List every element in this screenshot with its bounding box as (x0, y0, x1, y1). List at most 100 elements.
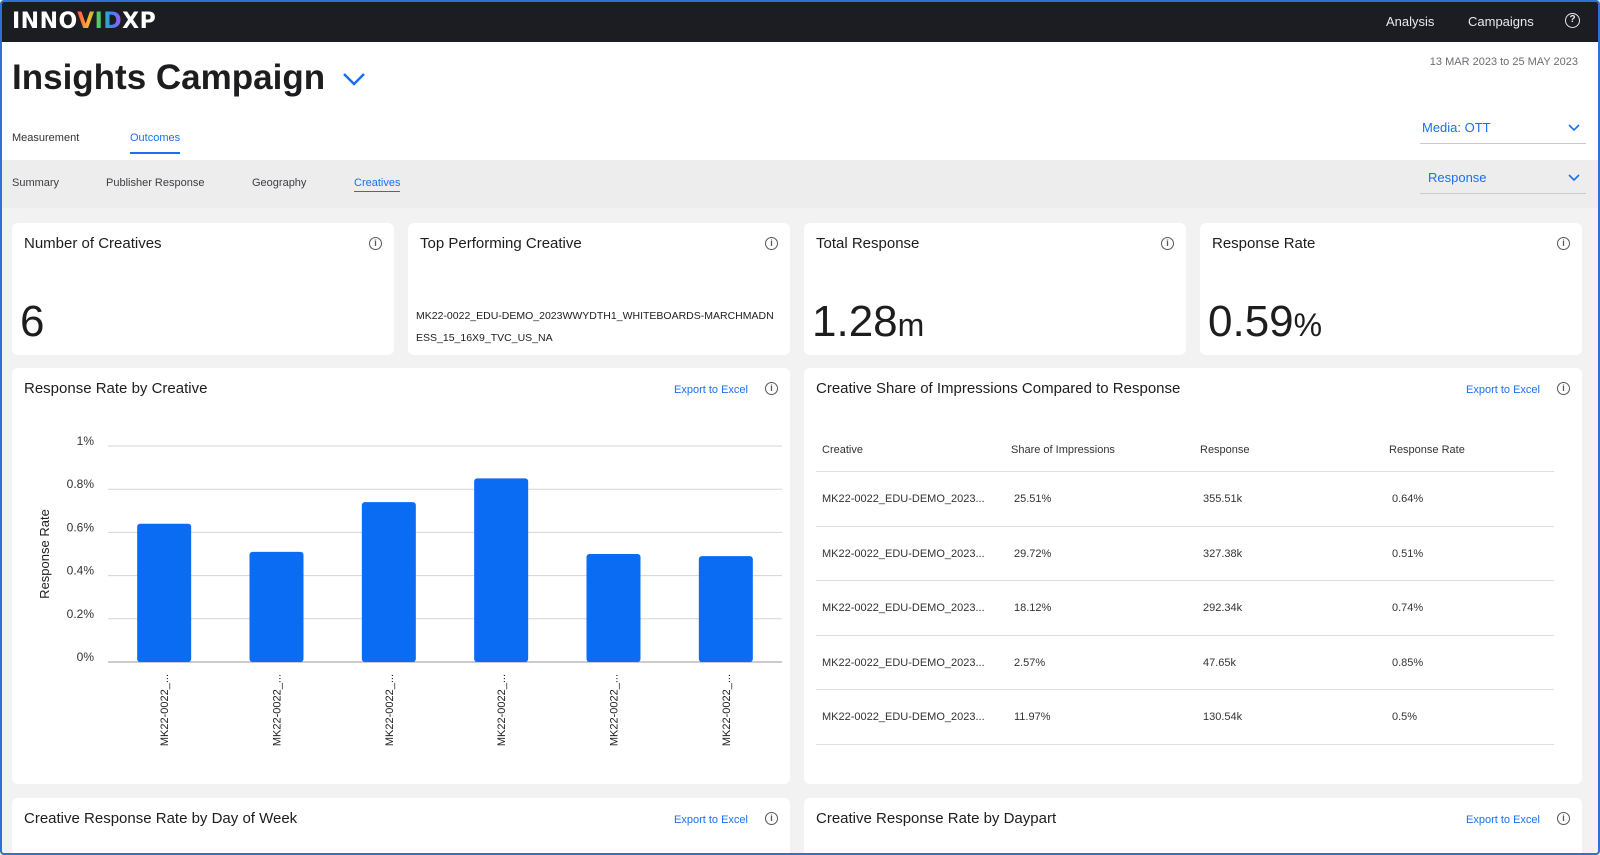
chart-card-response-rate-by-creative: Response Rate by Creative Export to Exce… (12, 368, 790, 784)
x-tick-label: MK22-0022_... (496, 674, 508, 746)
media-select-label: Media: OTT (1422, 120, 1491, 135)
date-range: 13 MAR 2023 to 25 MAY 2023 (1429, 56, 1578, 68)
cell-creative: MK22-0022_EDU-DEMO_2023... (822, 493, 985, 505)
export-to-excel-link[interactable]: Export to Excel (1466, 384, 1540, 396)
cell-response-rate: 0.64% (1392, 493, 1424, 505)
column-header-share[interactable]: Share of Impressions (1011, 444, 1115, 456)
cell-share: 2.57% (1014, 656, 1046, 669)
export-to-excel-link[interactable]: Export to Excel (674, 384, 748, 396)
column-header-response[interactable]: Response (1200, 444, 1250, 456)
top-bar: INNOVIDXP Analysis Campaigns ? (2, 2, 1598, 42)
y-axis-label: Response Rate (37, 509, 52, 599)
column-header-creative[interactable]: Creative (822, 444, 863, 456)
cell-response: 292.34k (1203, 602, 1243, 614)
bar (698, 556, 753, 662)
chevron-down-icon (1568, 124, 1580, 132)
cell-creative: MK22-0022_EDU-DEMO_2023... (822, 711, 985, 723)
nav-analysis[interactable]: Analysis (1386, 14, 1435, 29)
x-tick-label: MK22-0022_... (384, 674, 396, 746)
export-to-excel-link[interactable]: Export to Excel (674, 814, 748, 826)
table-row: MK22-0022_EDU-DEMO_2023... 25.51% 355.51… (816, 472, 1554, 527)
cell-share: 11.97% (1014, 711, 1051, 723)
kpi-card-number-of-creatives: Number of Creatives i 6 (12, 223, 394, 355)
table-row: MK22-0022_EDU-DEMO_2023... 11.97% 130.54… (816, 690, 1554, 745)
cell-creative: MK22-0022_EDU-DEMO_2023... (822, 656, 985, 669)
cell-response-rate: 0.5% (1392, 711, 1418, 723)
bar (586, 554, 641, 662)
x-tick-label: MK22-0022_... (609, 674, 621, 746)
info-icon[interactable]: i (1161, 237, 1174, 250)
card-title: Response Rate (1212, 235, 1316, 252)
card-title: Creative Share of Impressions Compared t… (816, 380, 1181, 397)
cell-response: 355.51k (1203, 493, 1243, 505)
table-row: MK22-0022_EDU-DEMO_2023... 29.72% 327.38… (816, 527, 1554, 581)
logo: INNOVIDXP (12, 9, 157, 34)
info-icon[interactable]: i (1557, 382, 1570, 395)
subtab-publisher-response[interactable]: Publisher Response (106, 177, 205, 189)
info-icon[interactable]: i (1557, 812, 1570, 825)
card-title: Creative Response Rate by Day of Week (24, 810, 298, 827)
y-tick-label: 0.8% (67, 477, 95, 491)
tab-measurement[interactable]: Measurement (12, 132, 80, 144)
nav-campaigns[interactable]: Campaigns (1468, 14, 1534, 29)
cell-creative: MK22-0022_EDU-DEMO_2023... (822, 547, 985, 560)
cell-response: 130.54k (1203, 711, 1243, 723)
export-to-excel-link[interactable]: Export to Excel (1466, 814, 1540, 826)
tab-outcomes[interactable]: Outcomes (130, 132, 181, 154)
x-tick-label: MK22-0022_... (272, 674, 284, 746)
media-select[interactable]: Media: OTT (1420, 112, 1586, 144)
chart-card-day-of-week: Creative Response Rate by Day of Week Ex… (12, 798, 790, 853)
card-title: Total Response (816, 235, 920, 252)
kpi-card-total-response: Total Response i 1.28m (804, 223, 1186, 355)
top-creative-name: MK22-0022_EDU-DEMO_2023WWYDTH1_WHITEBOAR… (416, 310, 774, 344)
x-tick-label: MK22-0022_... (721, 674, 733, 746)
bar-chart: 0% 0.2% 0.4% 0.6% 0.8% 1% Response Rate MK22-00… (37, 434, 782, 746)
card-title: Creative Response Rate by Daypart (816, 810, 1057, 827)
info-icon[interactable]: i (1557, 237, 1570, 250)
table-header: Creative Share of Impressions Response R… (816, 428, 1554, 472)
bar (249, 551, 304, 662)
page-header: Insights Campaign 13 MAR 2023 to 25 MAY … (2, 42, 1598, 160)
x-tick-label: MK22-0022_... (159, 674, 171, 746)
cell-share: 18.12% (1014, 602, 1052, 614)
subtab-geography[interactable]: Geography (252, 177, 307, 189)
bar (137, 523, 192, 662)
y-tick-label: 0% (77, 650, 95, 664)
campaign-chevron-down-icon[interactable] (342, 72, 366, 86)
cell-response: 327.38k (1203, 547, 1243, 560)
chevron-down-icon (1568, 174, 1580, 182)
info-icon[interactable]: i (765, 237, 778, 250)
info-icon[interactable]: i (369, 237, 382, 250)
metric-select-label: Response (1428, 170, 1487, 185)
info-icon[interactable]: i (765, 382, 778, 395)
table-row: MK22-0022_EDU-DEMO_2023... 18.12% 292.34… (816, 581, 1554, 636)
sub-tab-bar: Summary Publisher Response Geography Cre… (2, 160, 1598, 208)
kpi-card-response-rate: Response Rate i 0.59% (1200, 223, 1582, 355)
card-title: Top Performing Creative (420, 235, 582, 252)
cell-share: 25.51% (1014, 493, 1052, 505)
creative-table: Creative Share of Impressions Response R… (816, 428, 1554, 745)
chart-card-daypart: Creative Response Rate by Daypart Export… (804, 798, 1582, 853)
y-tick-label: 0.6% (67, 520, 95, 534)
kpi-value: 6 (20, 297, 45, 346)
metric-select[interactable]: Response (1420, 162, 1586, 194)
y-tick-label: 1% (77, 434, 95, 448)
subtab-creatives[interactable]: Creatives (354, 177, 401, 192)
kpi-card-top-performing-creative: Top Performing Creative i MK22-0022_EDU-… (408, 223, 790, 355)
kpi-value: 1.28m (812, 297, 925, 346)
y-tick-label: 0.2% (67, 607, 95, 621)
cell-creative: MK22-0022_EDU-DEMO_2023... (822, 602, 985, 614)
cell-response-rate: 0.85% (1392, 656, 1424, 669)
cell-response-rate: 0.74% (1392, 602, 1424, 614)
cell-response-rate: 0.51% (1392, 547, 1424, 560)
bar (361, 502, 416, 662)
kpi-value: 0.59% (1208, 297, 1323, 346)
bar (474, 478, 529, 662)
subtab-summary[interactable]: Summary (12, 177, 60, 189)
help-icon[interactable]: ? (1565, 13, 1580, 28)
page-title: Insights Campaign (12, 58, 326, 97)
info-icon[interactable]: i (765, 812, 778, 825)
table-card-creative-share: Creative Share of Impressions Compared t… (804, 368, 1582, 784)
column-header-response-rate[interactable]: Response Rate (1389, 444, 1465, 456)
